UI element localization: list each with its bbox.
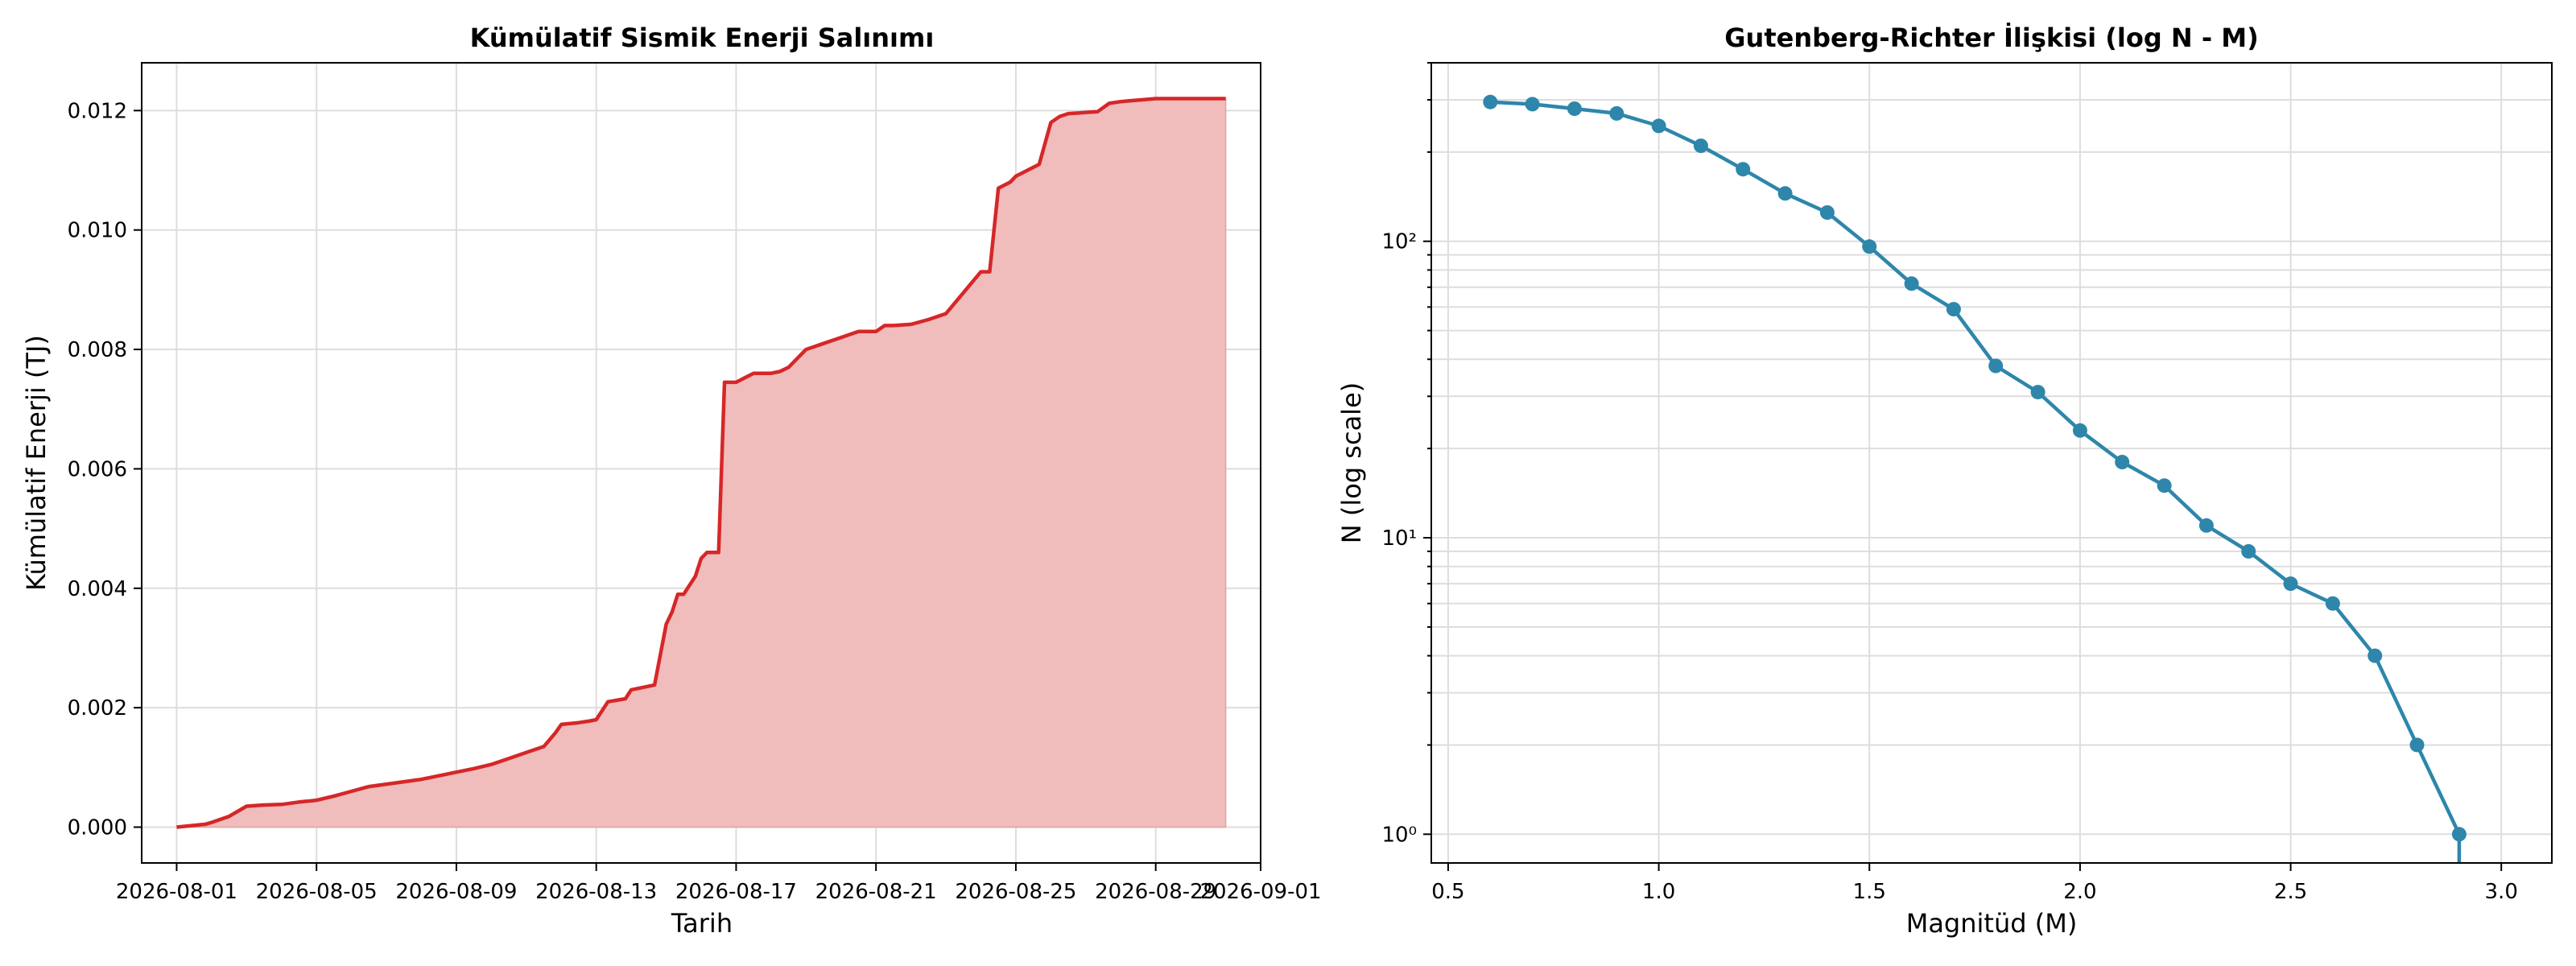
gr-data-point xyxy=(2157,478,2172,493)
gr-y-tick-label: 10¹ xyxy=(1381,526,1417,551)
gutenberg-richter-panel: Gutenberg-Richter İlişkisi (log N - M) 0… xyxy=(1336,23,2553,939)
gr-y-tick-label: 10² xyxy=(1381,230,1417,254)
energy-y-tick-label: 0.012 xyxy=(68,99,127,123)
energy-x-tick-label: 2026-08-05 xyxy=(256,880,378,904)
energy-x-tick-label: 2026-08-17 xyxy=(675,880,797,904)
energy-x-tick-label: 2026-08-13 xyxy=(535,880,657,904)
gr-y-ticks: 10⁰ 10¹ 10² xyxy=(1381,62,1431,847)
energy-line xyxy=(176,97,1226,829)
gr-x-axis-label: Magnitüd (M) xyxy=(1906,908,2078,939)
gr-data-point xyxy=(1862,239,1877,254)
energy-x-tick-label: 2026-08-21 xyxy=(815,880,937,904)
energy-x-tick-label: 2026-08-29 xyxy=(1095,880,1216,904)
gr-x-tick-label: 3.0 xyxy=(2485,880,2518,904)
energy-x-tick-label: 2026-09-01 xyxy=(1199,880,1321,904)
gr-points xyxy=(1483,94,2467,842)
gr-data-point xyxy=(1988,358,2004,374)
energy-y-tick-label: 0.008 xyxy=(68,338,127,362)
gr-data-point xyxy=(2241,543,2256,559)
gr-data-point xyxy=(1904,276,1919,291)
energy-x-axis-label: Tarih xyxy=(671,908,733,939)
energy-y-tick-label: 0.010 xyxy=(68,219,127,243)
energy-y-tick-label: 0.004 xyxy=(68,577,127,601)
gr-data-point xyxy=(2030,385,2046,400)
gr-data-point xyxy=(2325,596,2340,611)
gr-data-point xyxy=(2368,648,2383,663)
energy-x-tick-label: 2026-08-09 xyxy=(395,880,517,904)
gr-data-point xyxy=(1651,118,1666,134)
gr-data-point xyxy=(1525,97,1540,112)
energy-plot-frame xyxy=(141,62,1261,864)
energy-x-tick-label: 2026-08-25 xyxy=(955,880,1076,904)
gr-x-tick-label: 2.5 xyxy=(2274,880,2307,904)
gr-data-point xyxy=(2115,455,2130,469)
energy-chart-title: Kümülatif Sismik Enerji Salınımı xyxy=(470,23,935,53)
energy-y-axis-label: Kümülatif Enerji (TJ) xyxy=(21,335,52,591)
gr-x-tick-label: 1.0 xyxy=(1642,880,1675,904)
gr-y-axis-label: N (log scale) xyxy=(1336,382,1367,543)
energy-y-tick-label: 0.006 xyxy=(68,457,127,481)
gr-x-tick-label: 2.0 xyxy=(2063,880,2096,904)
energy-x-tick-label: 2026-08-01 xyxy=(116,880,237,904)
gr-line xyxy=(1490,100,2462,863)
energy-y-tick-label: 0.002 xyxy=(68,696,127,720)
gr-data-point xyxy=(2072,423,2087,438)
gr-x-tick-label: 0.5 xyxy=(1431,880,1464,904)
energy-y-ticks: 0.000 0.002 0.004 0.006 0.008 0.010 0.012 xyxy=(68,99,142,840)
gr-data-point xyxy=(1946,302,1961,317)
gr-data-point xyxy=(2283,576,2298,592)
gr-data-point xyxy=(1567,101,1582,116)
gr-data-point xyxy=(1819,205,1835,220)
gr-data-point xyxy=(1693,138,1708,154)
gr-x-tick-label: 1.5 xyxy=(1853,880,1886,904)
gr-data-point xyxy=(1736,162,1751,177)
energy-y-tick-label: 0.000 xyxy=(68,815,127,840)
gr-y-tick-label: 10⁰ xyxy=(1381,823,1417,847)
gr-data-point xyxy=(1483,94,1498,109)
energy-area-fill xyxy=(176,97,1227,828)
gr-data-point xyxy=(2409,737,2425,753)
gr-chart-title: Gutenberg-Richter İlişkisi (log N - M) xyxy=(1724,23,2258,53)
gr-data-point xyxy=(2198,518,2214,533)
gr-x-ticks: 0.5 1.0 1.5 2.0 2.5 3.0 xyxy=(1431,863,2518,904)
gr-data-point xyxy=(2451,827,2467,842)
energy-x-ticks: 2026-08-01 2026-08-05 2026-08-09 2026-08-13… xyxy=(116,863,1322,904)
gr-plot-frame xyxy=(1430,62,2553,864)
energy-chart-panel: Kümülatif Sismik Enerji Salınımı 2026-08… xyxy=(21,23,1322,939)
gr-data-point xyxy=(1609,105,1624,121)
gr-chart-grid xyxy=(1431,62,2552,863)
gr-data-point xyxy=(1777,186,1793,201)
